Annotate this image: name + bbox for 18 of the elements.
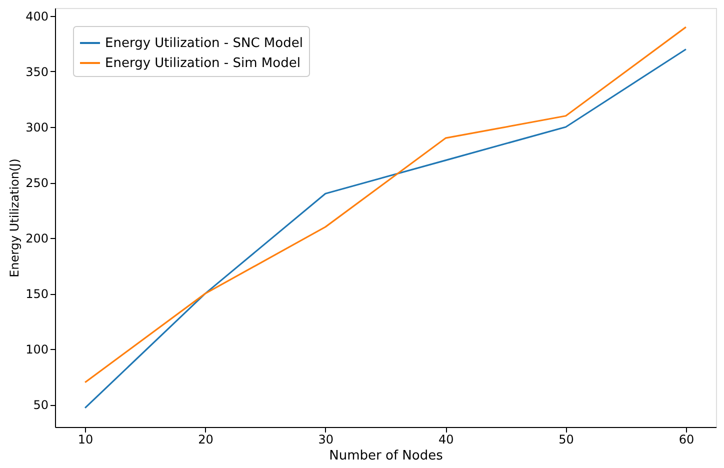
x-tick-label: 10 (78, 432, 94, 446)
x-tick-label: 60 (678, 432, 694, 446)
x-tick-label: 30 (318, 432, 334, 446)
y-tick-label: 100 (26, 342, 48, 357)
y-tick-label: 400 (26, 9, 48, 24)
y-tick-label: 250 (26, 176, 48, 190)
y-axis-title: Energy Utilization(J) (8, 158, 22, 278)
legend-label: Energy Utilization - SNC Model (105, 36, 303, 51)
y-tick-label: 200 (26, 232, 48, 246)
x-tick-label: 20 (198, 432, 214, 446)
legend-label: Energy Utilization - Sim Model (105, 56, 300, 71)
y-tick-label: 50 (33, 398, 48, 412)
y-tick-label: 150 (26, 287, 48, 302)
y-tick-label: 350 (26, 64, 48, 79)
x-tick-label: 40 (438, 432, 454, 446)
x-tick-label: 50 (558, 432, 574, 446)
y-tick-label: 300 (26, 120, 48, 134)
x-axis-title: Number of Nodes (329, 448, 444, 464)
